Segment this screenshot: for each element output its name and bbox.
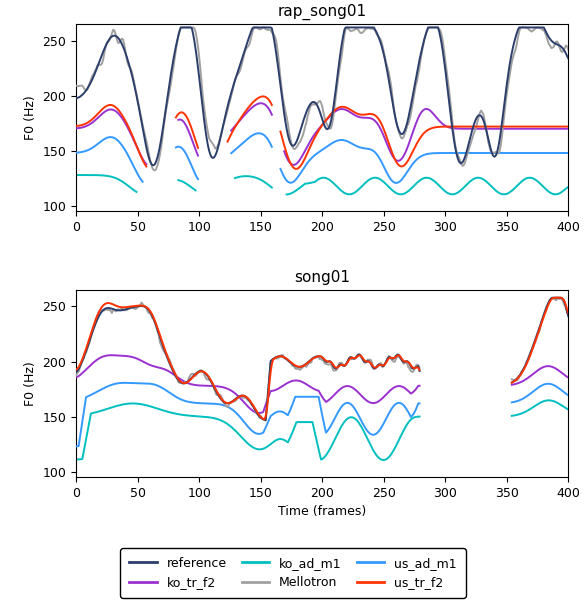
Legend: reference, ko_tr_f2, ko_ad_m1, Mellotron, us_ad_m1, us_tr_f2: reference, ko_tr_f2, ko_ad_m1, Mellotron… bbox=[120, 548, 466, 598]
Title: rap_song01: rap_song01 bbox=[278, 4, 367, 20]
Y-axis label: F0 (Hz): F0 (Hz) bbox=[24, 361, 37, 406]
Title: song01: song01 bbox=[294, 269, 350, 284]
Y-axis label: F0 (Hz): F0 (Hz) bbox=[24, 95, 37, 140]
X-axis label: Time (frames): Time (frames) bbox=[278, 506, 366, 518]
